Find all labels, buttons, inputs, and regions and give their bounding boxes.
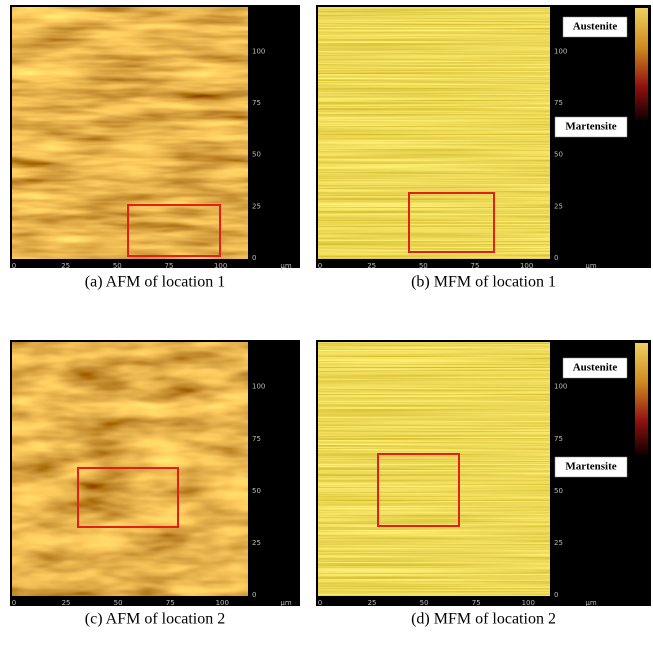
caption: (d) MFM of location 2 [411, 611, 556, 628]
y-tick-label: 50 [554, 487, 563, 495]
x-tick-label: 75 [165, 262, 174, 270]
y-tick-label: 0 [554, 591, 558, 599]
y-tick-label: 50 [252, 487, 261, 495]
y-tick-label: 0 [252, 254, 256, 262]
unit-label: μm [585, 599, 596, 607]
y-tick-label: 25 [554, 202, 563, 210]
y-tick-label: 75 [252, 99, 261, 107]
x-tick-label: 25 [61, 262, 70, 270]
y-tick-label: 0 [252, 591, 256, 599]
page: {"panels": [ {"caption": "(a) AFM of loc… [0, 0, 653, 656]
x-tick-label: 75 [472, 599, 481, 607]
panel: 0 25 50 75 100 0 25 50 75 100 μm Austenite Martensit… [316, 340, 651, 628]
unit-label: μm [280, 262, 291, 270]
x-tick-label: 25 [368, 599, 377, 607]
x-tick-label: 0 [318, 262, 322, 270]
x-tick-label: 100 [216, 599, 229, 607]
y-tick-label: 100 [554, 47, 567, 55]
x-tick-label: 50 [419, 262, 428, 270]
panel: 0 25 50 75 100 0 25 50 75 100 μm (a) AFM of locatio… [10, 5, 300, 291]
y-tick-label: 100 [554, 383, 567, 391]
x-tick-label: 75 [471, 262, 480, 270]
micrograph [12, 7, 248, 259]
caption: (a) AFM of location 1 [85, 274, 225, 291]
x-tick-label: 100 [214, 262, 227, 270]
x-tick-label: 50 [113, 262, 122, 270]
x-tick-label: 25 [62, 599, 71, 607]
color-bar [635, 8, 648, 120]
micrograph [318, 7, 550, 259]
y-tick-label: 75 [252, 435, 261, 443]
figure: 0 25 50 75 100 0 25 50 75 100 μm (a) AFM of locatio… [0, 0, 653, 656]
y-tick-label: 50 [554, 151, 563, 159]
caption: (c) AFM of location 2 [85, 611, 225, 628]
y-tick-label: 25 [252, 202, 261, 210]
unit-label: μm [280, 599, 291, 607]
x-tick-label: 100 [522, 599, 535, 607]
micrograph [318, 342, 550, 596]
y-tick-label: 25 [554, 539, 563, 547]
x-tick-label: 100 [520, 262, 533, 270]
color-bar [635, 343, 648, 455]
x-tick-label: 75 [166, 599, 175, 607]
x-tick-label: 50 [420, 599, 429, 607]
legend-label: Martensite [565, 121, 616, 133]
y-tick-label: 50 [252, 151, 261, 159]
y-tick-label: 25 [252, 539, 261, 547]
x-tick-label: 0 [12, 262, 16, 270]
y-tick-label: 0 [554, 254, 558, 262]
panel: 0 25 50 75 100 0 25 50 75 100 μm Austenite Martensit… [316, 5, 651, 291]
caption: (b) MFM of location 1 [411, 274, 556, 291]
legend-label: Martensite [565, 461, 616, 473]
unit-label: μm [585, 262, 596, 270]
y-tick-label: 75 [554, 435, 563, 443]
x-tick-label: 0 [12, 599, 16, 607]
y-tick-label: 100 [252, 47, 265, 55]
y-tick-label: 100 [252, 383, 265, 391]
legend-label: Austenite [573, 362, 618, 374]
y-tick-label: 75 [554, 99, 563, 107]
panel: 0 25 50 75 100 0 25 50 75 100 μm (c) AFM of locatio… [10, 340, 300, 628]
x-tick-label: 25 [367, 262, 376, 270]
legend-label: Austenite [573, 21, 618, 33]
x-tick-label: 50 [114, 599, 123, 607]
x-tick-label: 0 [318, 599, 322, 607]
